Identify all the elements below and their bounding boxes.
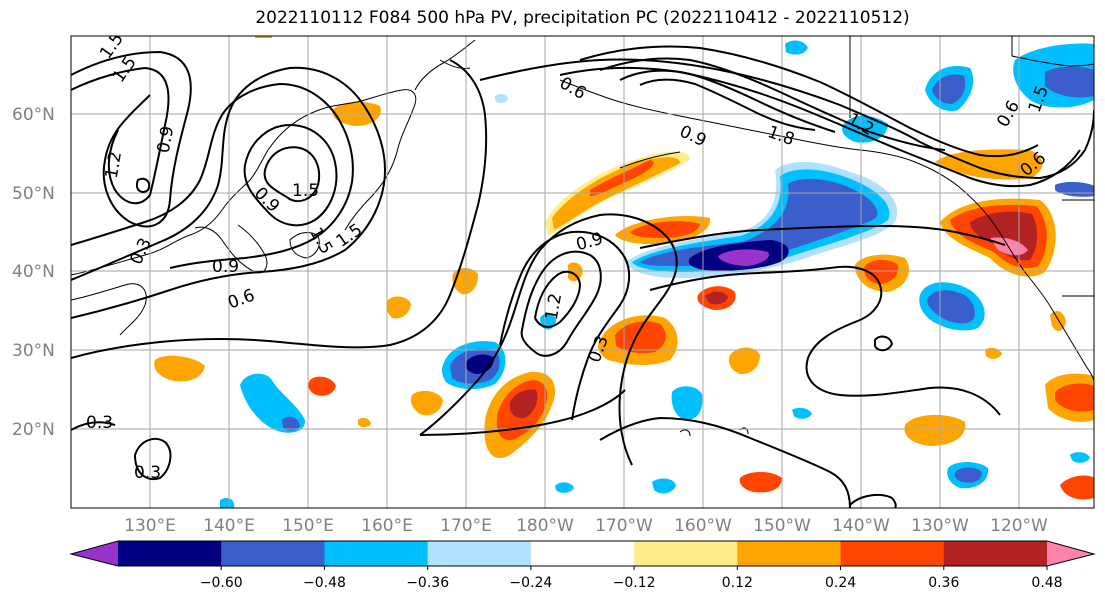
colorbar-outline — [69, 540, 1096, 567]
colorbar-segment — [943, 541, 1048, 566]
colorbar-segment — [118, 541, 222, 566]
contour-label: 0.9 — [212, 257, 239, 277]
lon-label: 170°E — [440, 516, 492, 536]
colorbar: −0.60 −0.48 −0.36 −0.24 −0.12 0.12 0.24 0.36 0.4… — [69, 540, 1096, 591]
lon-label: 160°W — [674, 516, 732, 536]
lon-label: 140°E — [203, 516, 255, 536]
pv-contours — [71, 45, 1094, 508]
colorbar-segment — [737, 541, 842, 566]
colorbar-tick-label: −0.24 — [509, 575, 552, 591]
colorbar-segment — [840, 541, 945, 566]
longitude-labels: 130°E 140°E 150°E 160°E 170°E 180°W 170°… — [124, 516, 1048, 536]
plot-frame — [70, 35, 1095, 509]
contour-label: 0.3 — [134, 463, 161, 483]
map-title: 2022110112 F084 500 hPa PV, precipitatio… — [255, 8, 910, 28]
lon-label: 130°W — [911, 516, 969, 536]
colorbar-extend-max — [1047, 541, 1094, 566]
colorbar-segment — [530, 541, 635, 566]
lon-label: 170°W — [595, 516, 653, 536]
lat-label: 60°N — [12, 105, 55, 125]
colorbar-tick-label: 0.36 — [928, 575, 959, 591]
latitude-labels: 60°N 50°N 40°N 30°N 20°N — [12, 105, 55, 440]
colorbar-tick-label: 0.12 — [722, 575, 753, 591]
colorbar-tick-label: −0.60 — [200, 575, 243, 591]
colorbar-tick-label: 0.24 — [825, 575, 856, 591]
contour-label: 1.2 — [542, 292, 566, 322]
lat-label: 50°N — [12, 184, 55, 204]
lat-label: 20°N — [12, 420, 55, 440]
contour-label: 1.5 — [292, 181, 319, 201]
colorbar-tick-label: −0.48 — [303, 575, 346, 591]
contour-label: 0.3 — [86, 413, 113, 433]
coastlines — [71, 36, 1094, 437]
colorbar-extend-min — [71, 541, 118, 566]
lat-label: 40°N — [12, 262, 55, 282]
colorbar-segment — [324, 541, 429, 566]
colorbar-tick-label: −0.12 — [613, 575, 656, 591]
lon-label: 150°E — [282, 516, 334, 536]
precip-negative-shading — [220, 40, 1094, 508]
lon-label: 160°E — [361, 516, 413, 536]
lon-label: 130°E — [124, 516, 176, 536]
colorbar-segment — [427, 541, 532, 566]
colorbar-tick-label: 0.48 — [1031, 575, 1062, 591]
contour-label: 0.9 — [154, 125, 178, 155]
map-plot-area: 1.5 0.9 1.2 1.5 1.5 0.9 1.5 0.9 0.6 0.3 … — [71, 36, 1094, 508]
colorbar-segment — [221, 541, 325, 566]
lon-label: 150°W — [753, 516, 811, 536]
colorbar-tick-label: −0.36 — [406, 575, 449, 591]
lon-label: 180°W — [516, 516, 574, 536]
lat-label: 30°N — [12, 341, 55, 361]
contour-label: 1.2 — [102, 150, 126, 180]
lon-label: 120°W — [990, 516, 1048, 536]
colorbar-segment — [634, 541, 738, 566]
lon-label: 140°W — [832, 516, 890, 536]
